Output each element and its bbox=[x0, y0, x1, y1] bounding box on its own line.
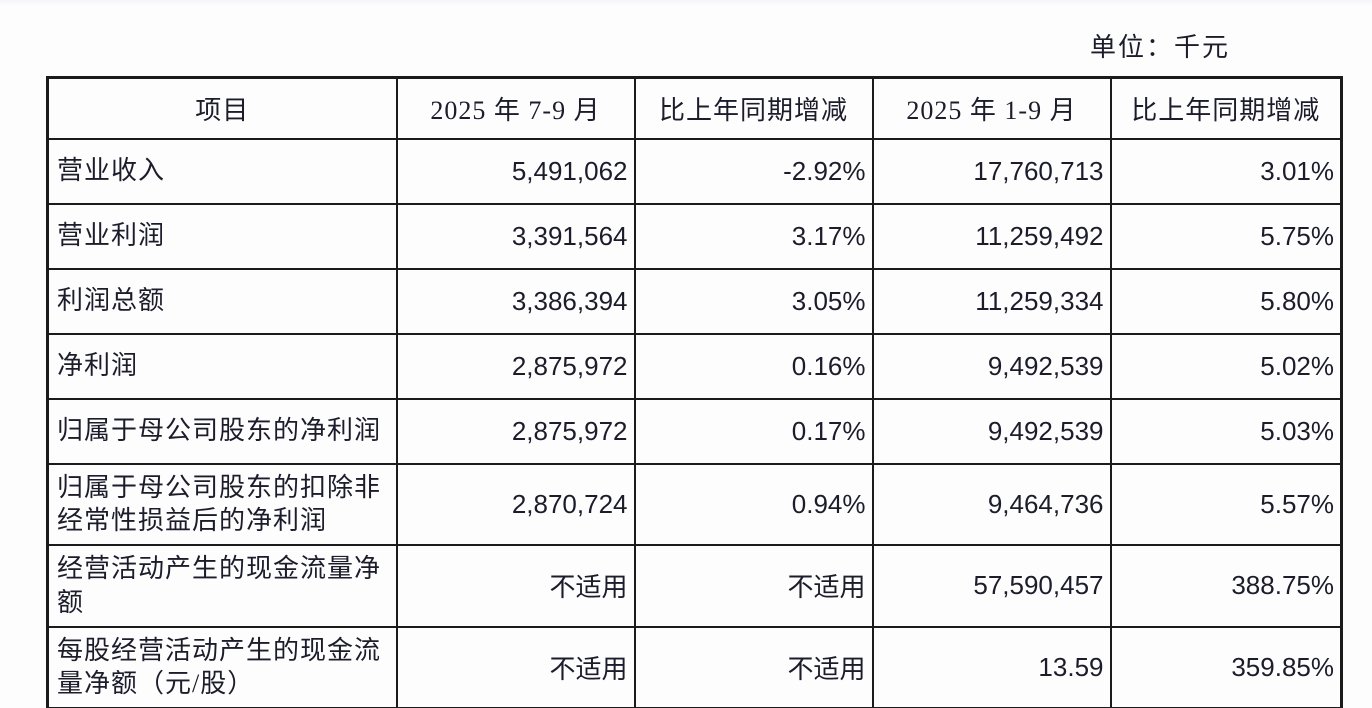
cell-value: 0.94% bbox=[633, 462, 874, 547]
cell-value: 5,491,062 bbox=[395, 137, 636, 205]
cell-value: 9,492,539 bbox=[871, 397, 1112, 465]
cell-value: 3,391,564 bbox=[395, 202, 636, 270]
table-row: 归属于母公司股东的扣除非经常性损益后的净利润 2,870,724 0.94% 9,46… bbox=[46, 462, 1343, 547]
cell-item-label: 归属于母公司股东的净利润 bbox=[46, 397, 398, 465]
table-row: 营业利润 3,391,564 3.17% 11,259,492 5.75% bbox=[46, 202, 1343, 270]
header-item-column: 项目 bbox=[46, 76, 398, 140]
cell-value: 不适用 bbox=[395, 625, 636, 708]
cell-item-label: 经营活动产生的现金流量净额 bbox=[46, 544, 398, 628]
header-ytd-yoy-change: 比上年同期增减 bbox=[1109, 76, 1343, 140]
table-header-row: 项目 2025 年 7-9 月 比上年同期增减 2025 年 1-9 月 比上年… bbox=[46, 76, 1343, 140]
cell-value: 0.16% bbox=[633, 332, 874, 400]
financial-summary-table: 项目 2025 年 7-9 月 比上年同期增减 2025 年 1-9 月 比上年… bbox=[46, 76, 1343, 708]
header-q3-period: 2025 年 7-9 月 bbox=[395, 76, 636, 140]
table-row: 归属于母公司股东的净利润 2,875,972 0.17% 9,492,539 5.03% bbox=[46, 397, 1343, 465]
cell-value: 2,870,724 bbox=[395, 462, 636, 547]
cell-value: 9,464,736 bbox=[871, 462, 1112, 547]
cell-value: -2.92% bbox=[633, 137, 874, 205]
cell-value: 17,760,713 bbox=[871, 137, 1112, 205]
cell-value: 5.57% bbox=[1109, 462, 1343, 547]
cell-value: 11,259,492 bbox=[871, 202, 1112, 270]
unit-label: 单位：千元 bbox=[1089, 33, 1230, 62]
header-ytd-period: 2025 年 1-9 月 bbox=[871, 76, 1112, 140]
cell-value: 388.75% bbox=[1109, 544, 1343, 628]
cell-item-label: 归属于母公司股东的扣除非经常性损益后的净利润 bbox=[46, 462, 398, 547]
cell-item-label: 营业利润 bbox=[46, 202, 398, 270]
cell-value: 0.17% bbox=[633, 397, 874, 465]
cell-item-label: 每股经营活动产生的现金流量净额（元/股） bbox=[46, 625, 398, 708]
table-row: 净利润 2,875,972 0.16% 9,492,539 5.02% bbox=[46, 332, 1343, 400]
cell-item-label: 净利润 bbox=[46, 332, 398, 400]
cell-value: 3,386,394 bbox=[395, 267, 636, 335]
cell-value: 13.59 bbox=[871, 625, 1112, 708]
table-row: 每股经营活动产生的现金流量净额（元/股） 不适用 不适用 13.59 359.85% bbox=[46, 625, 1343, 708]
cell-value: 5.02% bbox=[1109, 332, 1343, 400]
cell-value: 5.80% bbox=[1109, 267, 1343, 335]
cell-value: 不适用 bbox=[633, 544, 874, 628]
cell-value: 2,875,972 bbox=[395, 397, 636, 465]
cell-item-label: 营业收入 bbox=[46, 137, 398, 205]
cell-value: 不适用 bbox=[633, 625, 874, 708]
table-row: 经营活动产生的现金流量净额 不适用 不适用 57,590,457 388.75% bbox=[46, 544, 1343, 628]
cell-value: 2,875,972 bbox=[395, 332, 636, 400]
table-row: 营业收入 5,491,062 -2.92% 17,760,713 3.01% bbox=[46, 137, 1343, 205]
cell-value: 3.17% bbox=[633, 202, 874, 270]
cell-value: 11,259,334 bbox=[871, 267, 1112, 335]
table-row: 利润总额 3,386,394 3.05% 11,259,334 5.80% bbox=[46, 267, 1343, 335]
cell-value: 57,590,457 bbox=[871, 544, 1112, 628]
cell-value: 9,492,539 bbox=[871, 332, 1112, 400]
cell-value: 3.01% bbox=[1109, 137, 1343, 205]
header-q3-yoy-change: 比上年同期增减 bbox=[633, 76, 874, 140]
cell-value: 3.05% bbox=[633, 267, 874, 335]
cell-value: 不适用 bbox=[395, 544, 636, 628]
cell-value: 5.03% bbox=[1109, 397, 1343, 465]
cell-item-label: 利润总额 bbox=[46, 267, 398, 335]
cell-value: 359.85% bbox=[1109, 625, 1343, 708]
cell-value: 5.75% bbox=[1109, 202, 1343, 270]
